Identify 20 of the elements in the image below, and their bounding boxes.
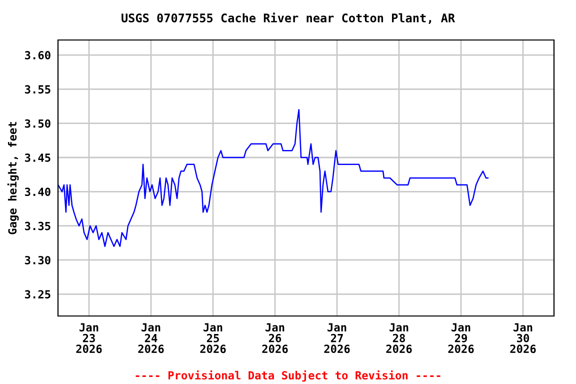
y-axis-title: Gage height, feet bbox=[7, 122, 19, 234]
chart-title: USGS 07077555 Cache River near Cotton Plant, AR bbox=[122, 12, 456, 24]
x-tick-label: Jan 26 2026 bbox=[262, 323, 288, 354]
y-tick-label: 3.30 bbox=[24, 256, 50, 264]
x-tick-label: Jan 27 2026 bbox=[324, 323, 350, 354]
y-tick-label: 3.35 bbox=[24, 222, 50, 230]
text: ---- Provisional Data Subject to Revision ---- bbox=[136, 370, 440, 382]
y-tick-label: 3.25 bbox=[24, 290, 50, 299]
x-tick-label: Jan 29 2026 bbox=[448, 323, 474, 354]
line-series bbox=[58, 109, 489, 247]
x-tick-label: Jan 28 2026 bbox=[386, 323, 412, 354]
y-tick-label: 3.60 bbox=[24, 51, 50, 60]
y-tick-label: 3.40 bbox=[24, 188, 50, 196]
x-tick-label: Jan 25 2026 bbox=[200, 323, 226, 354]
y-tick-label: 3.50 bbox=[24, 119, 50, 128]
x-tick-label: Jan 23 2026 bbox=[76, 323, 102, 354]
y-tick-label: 3.45 bbox=[24, 153, 50, 162]
y-tick-label: 3.55 bbox=[24, 85, 50, 94]
x-tick-label: Jan 24 2026 bbox=[138, 323, 164, 354]
x-tick-label: Jan 30 2026 bbox=[510, 323, 536, 354]
